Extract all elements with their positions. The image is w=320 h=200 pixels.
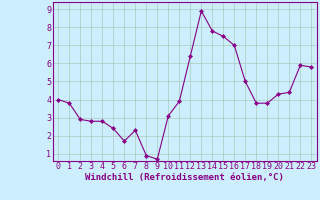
X-axis label: Windchill (Refroidissement éolien,°C): Windchill (Refroidissement éolien,°C) (85, 173, 284, 182)
